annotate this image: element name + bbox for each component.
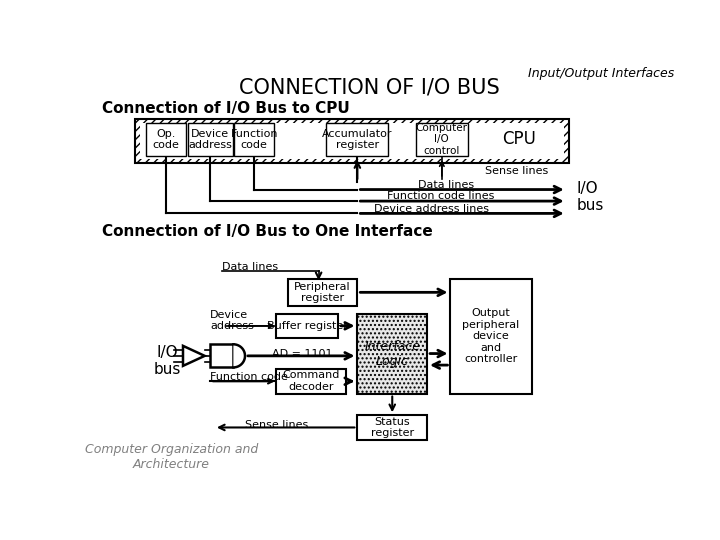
Bar (188, 123, 233, 156)
Text: Input/Output Interfaces: Input/Output Interfaces (528, 67, 675, 80)
Bar (140, 123, 564, 159)
Wedge shape (233, 345, 245, 367)
Text: Interface
Logic: Interface Logic (364, 340, 420, 368)
Bar (234, 123, 274, 156)
Bar (287, 279, 357, 306)
Bar (451, 279, 532, 394)
Text: Computer
I/O
control: Computer I/O control (416, 123, 468, 156)
Text: Function code lines: Function code lines (387, 192, 494, 201)
Text: Output
peripheral
device
and
controller: Output peripheral device and controller (462, 308, 520, 364)
Text: Op.
code: Op. code (153, 129, 179, 150)
Text: Connection of I/O Bus to CPU: Connection of I/O Bus to CPU (102, 101, 349, 116)
Bar (276, 369, 346, 394)
Text: Buffer register: Buffer register (266, 321, 348, 331)
Text: Device
address: Device address (210, 309, 254, 331)
Text: CONNECTION OF I/O BUS: CONNECTION OF I/O BUS (238, 78, 500, 98)
Text: Computer Organization and
Architecture: Computer Organization and Architecture (85, 443, 258, 471)
Bar (276, 314, 338, 338)
Text: Sense lines: Sense lines (245, 420, 308, 430)
Text: Data lines: Data lines (418, 180, 474, 190)
Text: I/O
bus: I/O bus (154, 345, 181, 377)
Text: Sense lines: Sense lines (485, 166, 549, 176)
Text: Data lines: Data lines (222, 262, 278, 272)
Bar (357, 314, 427, 394)
Text: CPU: CPU (503, 131, 536, 149)
Text: Function code: Function code (210, 372, 288, 382)
Text: Accumulator
register: Accumulator register (322, 129, 392, 150)
Bar (326, 123, 388, 156)
Text: Connection of I/O Bus to One Interface: Connection of I/O Bus to One Interface (102, 225, 433, 239)
Bar (210, 345, 233, 367)
Text: Device address lines: Device address lines (374, 204, 488, 214)
Bar (135, 119, 569, 164)
Text: Status
register: Status register (371, 417, 414, 438)
Text: Device
address: Device address (188, 129, 232, 150)
Text: AD = 1101: AD = 1101 (272, 348, 333, 359)
Text: I/O
bus: I/O bus (577, 181, 604, 213)
Text: Peripheral
register: Peripheral register (294, 281, 351, 303)
Bar (415, 123, 468, 156)
Bar (145, 123, 186, 156)
Bar (357, 415, 427, 440)
Text: Function
code: Function code (230, 129, 278, 150)
Text: Command
decoder: Command decoder (282, 370, 340, 392)
